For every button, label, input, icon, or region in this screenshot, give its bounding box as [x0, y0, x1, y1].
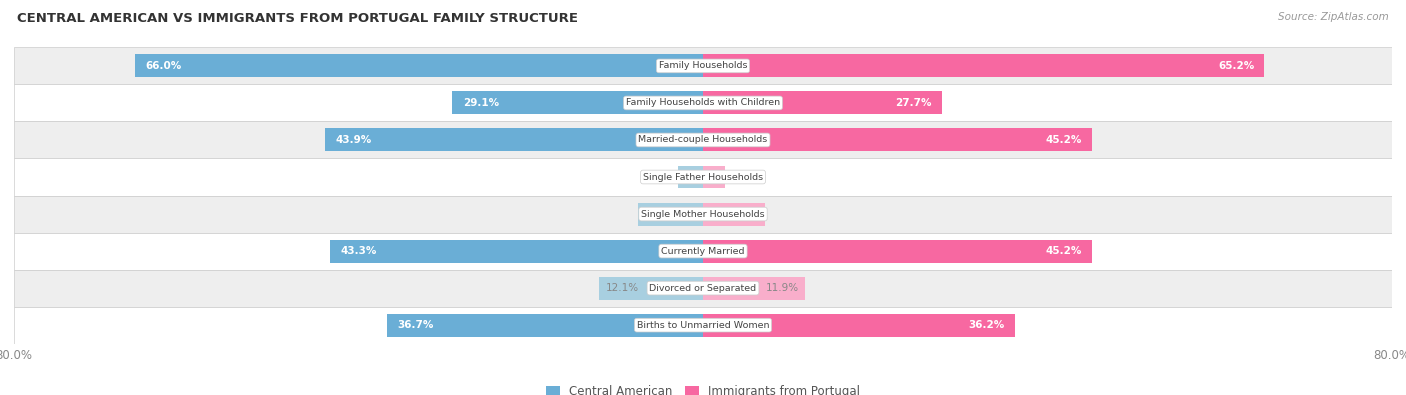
Text: 11.9%: 11.9%: [765, 283, 799, 293]
Bar: [637, 203, 703, 226]
Bar: [703, 92, 942, 115]
Text: Divorced or Separated: Divorced or Separated: [650, 284, 756, 293]
Bar: [325, 128, 703, 151]
Bar: [14, 47, 1392, 85]
Bar: [14, 269, 1392, 307]
Bar: [703, 240, 1092, 263]
Bar: [14, 307, 1392, 344]
Bar: [678, 166, 703, 188]
Text: Currently Married: Currently Married: [661, 246, 745, 256]
Bar: [703, 55, 1264, 77]
Text: 45.2%: 45.2%: [1046, 135, 1083, 145]
Text: 2.9%: 2.9%: [685, 172, 711, 182]
Text: Single Mother Households: Single Mother Households: [641, 209, 765, 218]
Text: 27.7%: 27.7%: [894, 98, 931, 108]
Legend: Central American, Immigrants from Portugal: Central American, Immigrants from Portug…: [541, 380, 865, 395]
Text: CENTRAL AMERICAN VS IMMIGRANTS FROM PORTUGAL FAMILY STRUCTURE: CENTRAL AMERICAN VS IMMIGRANTS FROM PORT…: [17, 12, 578, 25]
Text: 45.2%: 45.2%: [1046, 246, 1083, 256]
Text: 43.3%: 43.3%: [340, 246, 377, 256]
Bar: [330, 240, 703, 263]
Bar: [703, 276, 806, 299]
Text: 36.7%: 36.7%: [398, 320, 433, 330]
Bar: [703, 166, 725, 188]
Bar: [703, 314, 1015, 337]
Bar: [453, 92, 703, 115]
Text: Single Father Households: Single Father Households: [643, 173, 763, 182]
Bar: [14, 233, 1392, 269]
Text: 36.2%: 36.2%: [969, 320, 1004, 330]
Text: 65.2%: 65.2%: [1218, 61, 1254, 71]
Text: Source: ZipAtlas.com: Source: ZipAtlas.com: [1278, 12, 1389, 22]
Text: Family Households with Children: Family Households with Children: [626, 98, 780, 107]
Bar: [14, 158, 1392, 196]
Text: 12.1%: 12.1%: [606, 283, 638, 293]
Text: 29.1%: 29.1%: [463, 98, 499, 108]
Text: 43.9%: 43.9%: [335, 135, 371, 145]
Bar: [599, 276, 703, 299]
Bar: [703, 203, 765, 226]
Text: 7.6%: 7.6%: [644, 209, 671, 219]
Text: Married-couple Households: Married-couple Households: [638, 135, 768, 145]
Text: 7.2%: 7.2%: [731, 209, 758, 219]
Text: 66.0%: 66.0%: [145, 61, 181, 71]
Text: 2.6%: 2.6%: [692, 172, 718, 182]
Bar: [703, 128, 1092, 151]
Bar: [135, 55, 703, 77]
Bar: [14, 85, 1392, 121]
Text: Family Households: Family Households: [659, 61, 747, 70]
Bar: [14, 196, 1392, 233]
Bar: [387, 314, 703, 337]
Bar: [14, 121, 1392, 158]
Text: Births to Unmarried Women: Births to Unmarried Women: [637, 321, 769, 330]
